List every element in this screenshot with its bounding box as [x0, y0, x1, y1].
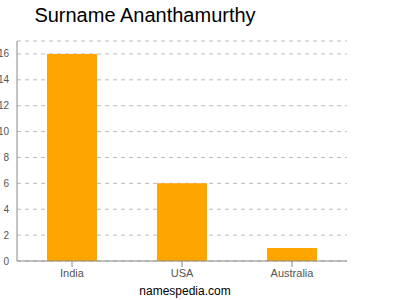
svg-text:Australia: Australia — [271, 267, 315, 279]
svg-text:10: 10 — [8, 126, 9, 137]
svg-text:14: 14 — [8, 74, 9, 85]
svg-text:4: 4 — [8, 204, 9, 215]
svg-text:16: 16 — [8, 48, 9, 59]
svg-text:6: 6 — [8, 178, 9, 189]
html-text:namespedia.com: namespedia.com — [139, 284, 231, 298]
svg-text:USA: USA — [171, 267, 194, 279]
svg-text:2: 2 — [8, 230, 9, 241]
svg-text:12: 12 — [8, 100, 9, 111]
svg-text:8: 8 — [8, 152, 9, 163]
svg-text:0: 0 — [8, 256, 9, 267]
svg-text:India: India — [60, 267, 85, 279]
html-text:Surname Ananthamurthy: Surname Ananthamurthy — [34, 4, 256, 26]
